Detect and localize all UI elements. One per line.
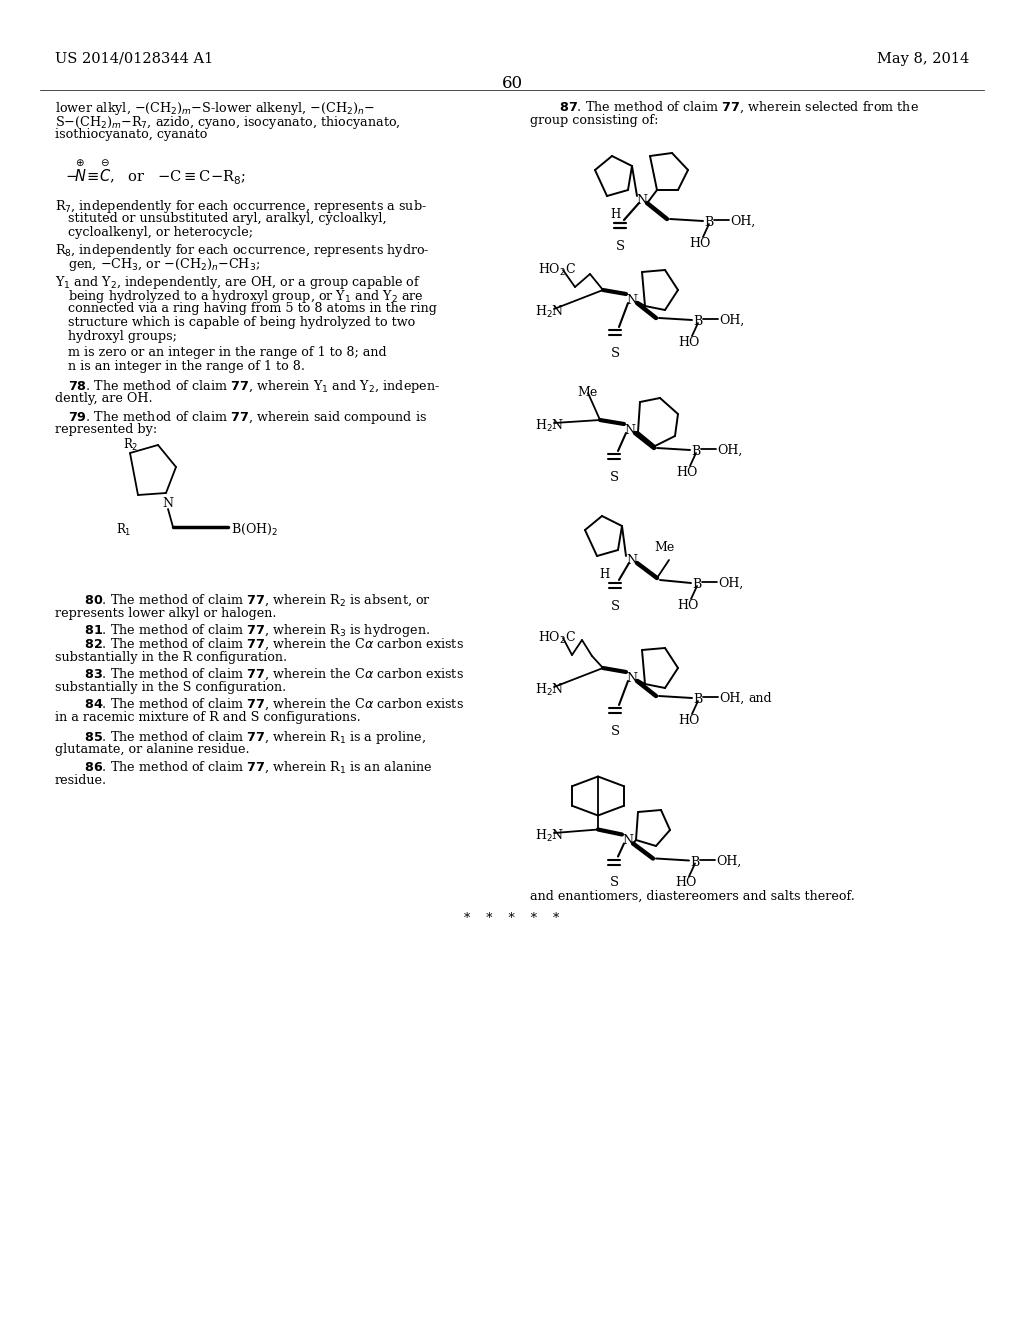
Text: dently, are OH.: dently, are OH. bbox=[55, 392, 153, 405]
Text: HO: HO bbox=[678, 337, 699, 348]
Text: $-\!\overset{\oplus}{N}\!\equiv\!\overset{\ominus}{C}$,   or   $-$C$\equiv$C$-$R: $-\!\overset{\oplus}{N}\!\equiv\!\overse… bbox=[65, 158, 246, 187]
Text: S: S bbox=[610, 347, 620, 360]
Text: HO: HO bbox=[678, 714, 699, 727]
Text: $\mathbf{84}$. The method of claim $\mathbf{77}$, wherein the C$\alpha$ carbon e: $\mathbf{84}$. The method of claim $\mat… bbox=[68, 697, 464, 713]
Text: R$_2$: R$_2$ bbox=[123, 437, 138, 453]
Text: S: S bbox=[610, 601, 620, 612]
Text: HO$_2$C: HO$_2$C bbox=[538, 261, 577, 279]
Text: May 8, 2014: May 8, 2014 bbox=[877, 51, 969, 66]
Text: glutamate, or alanine residue.: glutamate, or alanine residue. bbox=[55, 743, 250, 756]
Text: H$_2$N: H$_2$N bbox=[535, 304, 564, 321]
Text: n is an integer in the range of 1 to 8.: n is an integer in the range of 1 to 8. bbox=[68, 360, 305, 374]
Text: OH,: OH, bbox=[717, 444, 742, 457]
Text: H$_2$N: H$_2$N bbox=[535, 418, 564, 434]
Text: OH,: OH, bbox=[719, 314, 744, 327]
Text: residue.: residue. bbox=[55, 774, 108, 787]
Text: hydroxyl groups;: hydroxyl groups; bbox=[68, 330, 177, 343]
Text: being hydrolyzed to a hydroxyl group, or Y$_1$ and Y$_2$ are: being hydrolyzed to a hydroxyl group, or… bbox=[68, 288, 424, 305]
Text: Me: Me bbox=[654, 541, 674, 554]
Text: lower alkyl, $-$(CH$_2$)$_m$$-$S-lower alkenyl, $-$(CH$_2$)$_n$$-$: lower alkyl, $-$(CH$_2$)$_m$$-$S-lower a… bbox=[55, 100, 375, 117]
Text: N: N bbox=[625, 424, 636, 437]
Text: H: H bbox=[610, 209, 621, 220]
Text: represented by:: represented by: bbox=[55, 422, 158, 436]
Text: B: B bbox=[693, 693, 702, 706]
Text: B: B bbox=[690, 855, 699, 869]
Text: substantially in the S configuration.: substantially in the S configuration. bbox=[55, 681, 287, 694]
Text: B(OH)$_2$: B(OH)$_2$ bbox=[231, 521, 278, 537]
Text: N: N bbox=[623, 834, 634, 847]
Text: S: S bbox=[609, 876, 618, 890]
Text: stituted or unsubstituted aryl, aralkyl, cycloalkyl,: stituted or unsubstituted aryl, aralkyl,… bbox=[68, 213, 387, 224]
Text: S$-$(CH$_2$)$_m$$-$R$_7$, azido, cyano, isocyanato, thiocyanato,: S$-$(CH$_2$)$_m$$-$R$_7$, azido, cyano, … bbox=[55, 114, 400, 131]
Text: $\mathbf{82}$. The method of claim $\mathbf{77}$, wherein the C$\alpha$ carbon e: $\mathbf{82}$. The method of claim $\mat… bbox=[68, 638, 464, 652]
Text: 60: 60 bbox=[502, 75, 522, 92]
Text: gen, $-$CH$_3$, or $-$(CH$_2$)$_n$$-$CH$_3$;: gen, $-$CH$_3$, or $-$(CH$_2$)$_n$$-$CH$… bbox=[68, 256, 260, 273]
Text: H$_2$N: H$_2$N bbox=[535, 682, 564, 698]
Text: $\mathbf{78}$. The method of claim $\mathbf{77}$, wherein Y$_1$ and Y$_2$, indep: $\mathbf{78}$. The method of claim $\mat… bbox=[68, 378, 440, 395]
Text: S: S bbox=[610, 725, 620, 738]
Text: B: B bbox=[691, 445, 700, 458]
Text: and: and bbox=[748, 692, 772, 705]
Text: US 2014/0128344 A1: US 2014/0128344 A1 bbox=[55, 51, 213, 66]
Text: H: H bbox=[599, 568, 609, 581]
Text: OH,: OH, bbox=[716, 854, 741, 867]
Text: Y$_1$ and Y$_2$, independently, are OH, or a group capable of: Y$_1$ and Y$_2$, independently, are OH, … bbox=[55, 275, 421, 290]
Text: R$_1$: R$_1$ bbox=[116, 521, 131, 539]
Text: cycloalkenyl, or heterocycle;: cycloalkenyl, or heterocycle; bbox=[68, 226, 253, 239]
Text: B: B bbox=[693, 315, 702, 327]
Text: m is zero or an integer in the range of 1 to 8; and: m is zero or an integer in the range of … bbox=[68, 346, 387, 359]
Text: OH,: OH, bbox=[730, 215, 756, 228]
Text: HO: HO bbox=[677, 599, 698, 612]
Text: R$_7$, independently for each occurrence, represents a sub-: R$_7$, independently for each occurrence… bbox=[55, 198, 427, 215]
Text: H$_2$N: H$_2$N bbox=[535, 828, 564, 843]
Text: S: S bbox=[615, 240, 625, 253]
Text: $\mathbf{80}$. The method of claim $\mathbf{77}$, wherein R$_2$ is absent, or: $\mathbf{80}$. The method of claim $\mat… bbox=[68, 593, 431, 609]
Text: OH,: OH, bbox=[719, 692, 744, 705]
Text: N: N bbox=[627, 554, 638, 568]
Text: B: B bbox=[705, 216, 714, 228]
Text: $\mathbf{79}$. The method of claim $\mathbf{77}$, wherein said compound is: $\mathbf{79}$. The method of claim $\mat… bbox=[68, 409, 427, 426]
Text: N: N bbox=[163, 498, 173, 510]
Text: $\mathbf{83}$. The method of claim $\mathbf{77}$, wherein the C$\alpha$ carbon e: $\mathbf{83}$. The method of claim $\mat… bbox=[68, 667, 464, 682]
Text: *    *    *    *    *: * * * * * bbox=[464, 912, 560, 925]
Text: $\mathbf{87}$. The method of claim $\mathbf{77}$, wherein selected from the: $\mathbf{87}$. The method of claim $\mat… bbox=[543, 100, 920, 115]
Text: substantially in the R configuration.: substantially in the R configuration. bbox=[55, 651, 287, 664]
Text: HO: HO bbox=[675, 876, 696, 890]
Text: Me: Me bbox=[577, 385, 597, 399]
Text: in a racemic mixture of R and S configurations.: in a racemic mixture of R and S configur… bbox=[55, 711, 360, 723]
Text: connected via a ring having from 5 to 8 atoms in the ring: connected via a ring having from 5 to 8 … bbox=[68, 302, 437, 315]
Text: isothiocyanato, cyanato: isothiocyanato, cyanato bbox=[55, 128, 208, 141]
Text: N: N bbox=[627, 672, 638, 685]
Text: HO: HO bbox=[689, 238, 711, 249]
Text: R$_8$, independently for each occurrence, represents hydro-: R$_8$, independently for each occurrence… bbox=[55, 242, 430, 259]
Text: and enantiomers, diastereomers and salts thereof.: and enantiomers, diastereomers and salts… bbox=[530, 890, 855, 903]
Text: $\mathbf{86}$. The method of claim $\mathbf{77}$, wherein R$_1$ is an alanine: $\mathbf{86}$. The method of claim $\mat… bbox=[68, 760, 432, 775]
Text: HO$_2$C: HO$_2$C bbox=[538, 630, 577, 645]
Text: represents lower alkyl or halogen.: represents lower alkyl or halogen. bbox=[55, 607, 276, 620]
Text: N: N bbox=[637, 194, 647, 207]
Text: $\mathbf{81}$. The method of claim $\mathbf{77}$, wherein R$_3$ is hydrogen.: $\mathbf{81}$. The method of claim $\mat… bbox=[68, 622, 430, 639]
Text: structure which is capable of being hydrolyzed to two: structure which is capable of being hydr… bbox=[68, 315, 416, 329]
Text: $\mathbf{85}$. The method of claim $\mathbf{77}$, wherein R$_1$ is a proline,: $\mathbf{85}$. The method of claim $\mat… bbox=[68, 729, 426, 746]
Text: B: B bbox=[692, 578, 701, 591]
Text: N: N bbox=[627, 294, 638, 308]
Text: group consisting of:: group consisting of: bbox=[530, 114, 658, 127]
Text: HO: HO bbox=[676, 466, 697, 479]
Text: OH,: OH, bbox=[718, 577, 743, 590]
Text: S: S bbox=[609, 471, 618, 484]
